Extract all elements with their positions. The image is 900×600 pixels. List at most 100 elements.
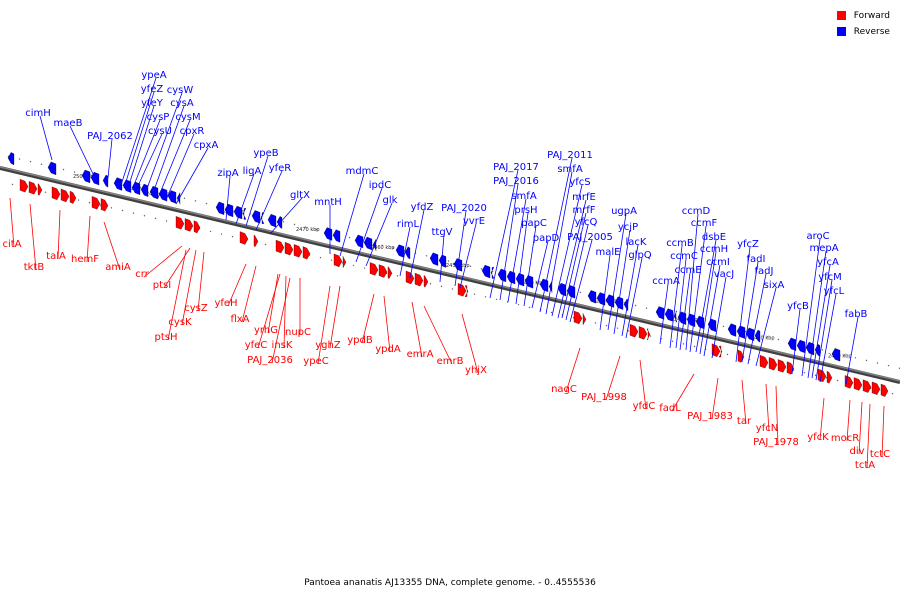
reverse-leader-line [741, 261, 759, 363]
minor-tick-top [315, 228, 318, 231]
genome-caption: Pantoea ananatis AJ13355 DNA, complete g… [304, 578, 596, 588]
reverse-gene-label: ttgV [431, 227, 452, 238]
forward-gene-label: PAJ_1983 [687, 411, 733, 422]
forward-gene-arrow [582, 313, 587, 325]
forward-gene-arrow [193, 220, 201, 234]
minor-tick-bottom [517, 303, 520, 306]
reverse-gene-arrow [736, 325, 746, 339]
forward-gene-arrow [91, 196, 101, 210]
minor-tick-bottom [429, 282, 432, 285]
forward-gene-label: emrB [437, 356, 464, 367]
forward-gene-arrow [239, 231, 249, 245]
reverse-leader-line [131, 119, 161, 191]
minor-tick-bottom [88, 201, 91, 204]
minor-tick-bottom [154, 217, 157, 220]
minor-tick-bottom [550, 311, 553, 314]
reverse-leader-line [755, 287, 777, 367]
reverse-leader-line [499, 183, 519, 301]
minor-tick-bottom [264, 243, 267, 246]
minor-tick-top [381, 244, 384, 247]
reverse-gene-arrow [404, 246, 411, 260]
reverse-gene-label: cysU [148, 126, 172, 137]
reverse-gene-label: PAJ_2017 [493, 162, 539, 173]
forward-leader-line [866, 403, 871, 469]
reverse-gene-label: vacJ [714, 269, 735, 280]
minor-tick-bottom [528, 306, 531, 309]
forward-gene-label: flxA [230, 314, 249, 325]
reverse-gene-label: ccmD [682, 206, 711, 217]
forward-leader-line [271, 277, 291, 364]
forward-gene-label: yfcN [756, 423, 778, 434]
reverse-gene-arrow [242, 208, 247, 220]
reverse-leader-line [685, 213, 699, 351]
forward-gene-arrow [414, 272, 424, 287]
minor-tick-top [392, 247, 395, 249]
minor-tick-bottom [11, 183, 14, 186]
reverse-leader-line [669, 245, 683, 349]
forward-gene-arrow [880, 383, 889, 397]
minor-tick-bottom [121, 209, 124, 212]
minor-tick-bottom [330, 259, 333, 262]
reverse-gene-arrow [140, 183, 149, 197]
forward-leader-line [671, 373, 695, 412]
minor-tick-bottom [726, 353, 729, 356]
reverse-leader-line [365, 202, 393, 267]
reverse-gene-label: cpxA [194, 140, 219, 151]
forward-leader-line [267, 273, 279, 334]
forward-leader-line [639, 359, 647, 410]
forward-gene-label: yhjX [465, 365, 487, 376]
minor-tick-bottom [143, 214, 146, 217]
reverse-leader-line [695, 239, 717, 353]
reverse-leader-line [791, 308, 801, 375]
reverse-leader-line [135, 133, 163, 191]
reverse-leader-line [735, 246, 751, 363]
forward-gene-arrow [275, 239, 285, 254]
forward-leader-line [846, 399, 851, 442]
forward-gene-label: yghZ [315, 340, 341, 351]
reverse-leader-line [557, 199, 587, 319]
minor-tick-bottom [132, 212, 135, 214]
reverse-gene-label: ipdC [369, 180, 391, 191]
reverse-leader-line [815, 279, 833, 381]
forward-gene-arrow [284, 242, 294, 256]
minor-tick-bottom [605, 324, 608, 327]
minor-tick-top [304, 226, 307, 228]
reverse-gene-label: yfeZ [141, 84, 164, 95]
reverse-gene-label: ccmB [666, 238, 694, 249]
minor-tick-top [821, 349, 824, 351]
minor-tick-bottom [220, 233, 223, 235]
forward-gene-label: insK [272, 340, 293, 351]
minor-tick-top [18, 158, 21, 160]
reverse-gene-arrow [251, 210, 261, 224]
legend-item-reverse: Reverse [836, 25, 890, 38]
minor-tick-top [887, 364, 890, 367]
reverse-gene-arrow [787, 337, 797, 351]
reverse-gene-arrow [323, 227, 333, 241]
forward-gene-arrow [51, 186, 61, 200]
reverse-gene-arrow [332, 229, 341, 243]
forward-leader-line [181, 249, 197, 326]
minor-tick-top [535, 281, 538, 283]
reverse-gene-label: maeB [54, 118, 83, 129]
reverse-leader-line [144, 92, 183, 195]
minor-tick-bottom [440, 285, 443, 288]
reverse-leader-line [819, 293, 837, 383]
forward-gene-arrow [293, 244, 303, 258]
minor-tick-bottom [451, 288, 454, 290]
minor-tick-bottom [352, 264, 355, 267]
forward-swatch [836, 11, 846, 20]
forward-gene-arrow [853, 377, 863, 391]
reverse-leader-line [539, 157, 573, 313]
forward-leader-line [227, 263, 247, 307]
minor-tick-bottom [165, 220, 168, 222]
reverse-gene-label: yfcB [787, 301, 809, 312]
reverse-leader-line [459, 223, 477, 289]
forward-gene-label: PAJ_1998 [581, 392, 627, 403]
reverse-gene-arrow [395, 244, 405, 258]
forward-leader-line [283, 275, 287, 349]
forward-leader-line [383, 295, 391, 353]
reverse-gene-arrow [587, 290, 597, 304]
reverse-leader-line [245, 155, 269, 227]
legend-label-reverse: Reverse [853, 26, 890, 37]
